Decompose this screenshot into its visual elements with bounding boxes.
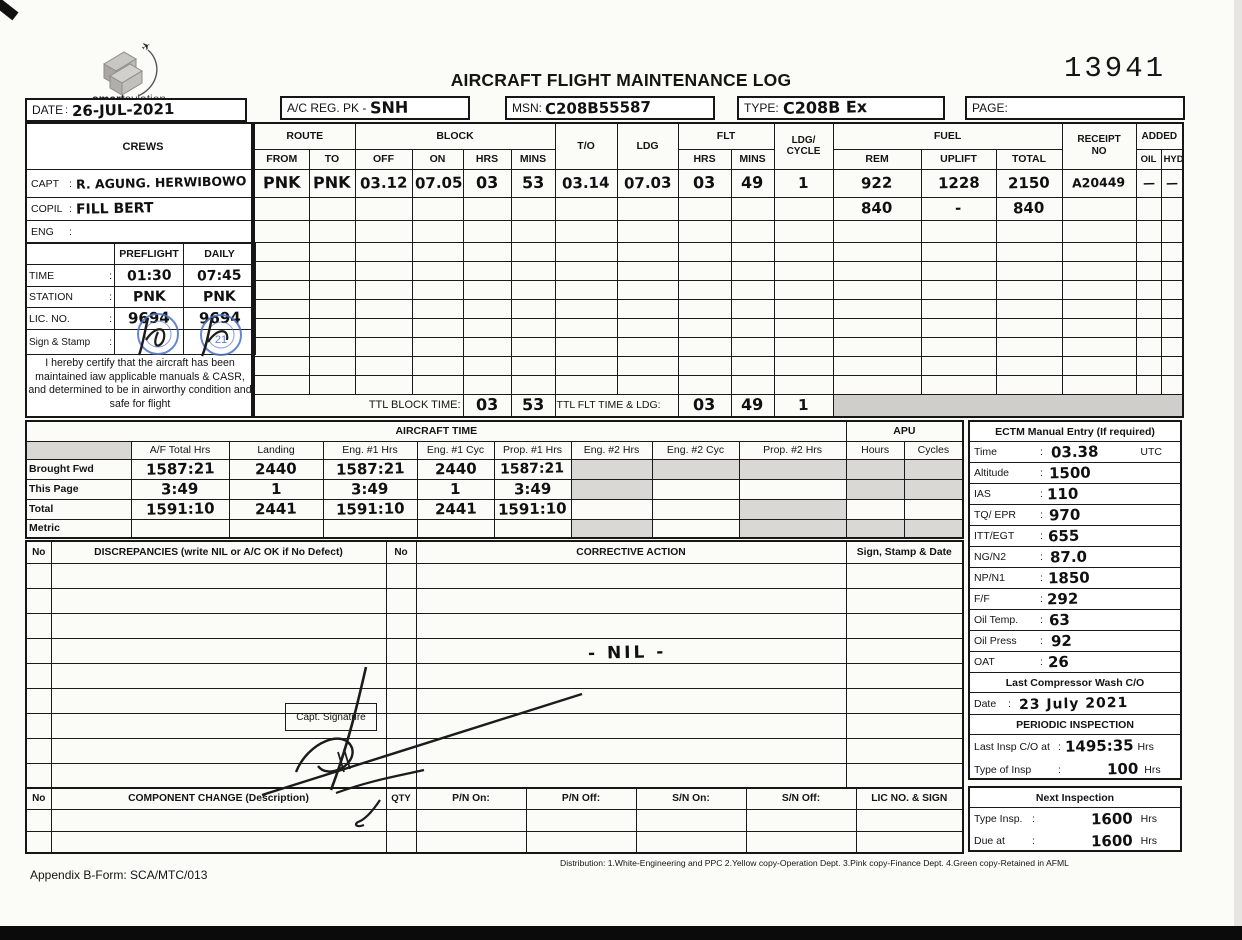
last-insp-row: Last Insp C/O at: 1495:35 Hrs (974, 736, 1154, 756)
brought-fwd-row: Brought Fwd 1587:21 2440 1587:21 2440 15… (25, 458, 964, 480)
flight-grid: ROUTE BLOCK T/O LDG FLT LDG/CYCLE FUEL R… (253, 122, 1185, 418)
discrepancies-table: No DISCREPANCIES (write NIL or A/C OK if… (25, 540, 964, 789)
ttl-row: TTL BLOCK TIME: 03 53 TTL FLT TIME & LDG… (253, 393, 1184, 418)
block-header: BLOCK (354, 122, 556, 150)
type-field: TYPE: C208B Ex (737, 96, 945, 120)
acreg-field: A/C REG. PK - SNH (280, 96, 470, 120)
disc-title-header: DISCREPANCIES (write NIL or A/C OK if No… (50, 540, 387, 564)
msn-field: MSN: C208B55587 (505, 96, 715, 120)
daily-time: 07:45 (197, 267, 242, 284)
crews-panel: CREWS CAPT: R. AGUNG. HERWIBOWO COPIL: F… (25, 122, 256, 418)
ttl-flt-mins: 49 (741, 395, 764, 415)
sign-stamp-date-header: Sign, Stamp & Date (845, 540, 964, 564)
utc-label: UTC (1140, 446, 1162, 458)
corrective-action-header: CORRECTIVE ACTION (415, 540, 847, 564)
due-at-row: Due at: 1600 Hrs (974, 831, 1158, 850)
logo-infinity-icon (103, 51, 143, 96)
sign-stamp-label: Sign & Stamp : (26, 329, 115, 355)
crews-header: CREWS (27, 124, 255, 170)
periodic-inspection-title: PERIODIC INSPECTION (970, 715, 1180, 735)
aircraft-time-table: AIRCRAFT TIME APU A/F Total Hrs Landing … (25, 420, 965, 539)
metric-row: Metric (25, 518, 964, 539)
next-inspection-title: Next Inspection (970, 788, 1180, 808)
preflight-daily-table: PREFLIGHT DAILY TIME : 01:30 07:45 STATI… (26, 243, 256, 355)
page-label: PAGE: (972, 101, 1008, 115)
date-colon: : (65, 104, 69, 116)
apu-title: APU (845, 420, 964, 442)
distribution-note: Distribution: 1.White-Engineering and PP… (560, 858, 1069, 868)
certification-text: I hereby certify that the aircraft has b… (27, 354, 253, 418)
scan-corner-mark (0, 0, 19, 21)
page-title: AIRCRAFT FLIGHT MAINTENANCE LOG (450, 70, 792, 90)
to-header: T/O (554, 122, 618, 170)
wash-date-row: Date: 23 July 2021 (970, 693, 1180, 715)
page-field: PAGE: (965, 96, 1185, 120)
receipt-header: RECEIPT NO (1061, 122, 1137, 170)
ectm-panel: ECTM Manual Entry (If required) Time: 03… (968, 420, 1182, 780)
next-type-row: Type Insp.: 1600 Hrs (974, 809, 1158, 828)
copil-row: COPIL: FILL BERT (27, 198, 255, 221)
date-field: DATE: 26-JUL-2021 (25, 98, 247, 122)
disc-no2-header: No (385, 540, 417, 564)
station-label: STATION : (26, 286, 115, 308)
next-inspection-panel: Next Inspection Type Insp.: 1600 Hrs Due… (968, 786, 1182, 852)
component-title-header: COMPONENT CHANGE (Description) (50, 787, 387, 810)
added-header: ADDED (1135, 122, 1184, 150)
ectm-time-row: Time: 03.38 UTC (970, 442, 1180, 463)
nil-note: - NIL - (587, 642, 667, 664)
flt-header: FLT (677, 122, 775, 150)
lic-no-label: LIC. NO. : (26, 307, 115, 330)
preflight-lic: 9694 (127, 308, 171, 328)
copil-name: FILL BERT (75, 200, 154, 218)
form-serial-number: 13941 (1063, 52, 1166, 85)
daily-col-header: DAILY (183, 243, 256, 265)
date-value: 26-JUL-2021 (71, 99, 175, 120)
component-change-table: No COMPONENT CHANGE (Description) QTY P/… (25, 787, 964, 854)
type-insp-row: Type of Insp: 100 Hrs (974, 759, 1161, 779)
eng-row: ENG: (27, 221, 255, 243)
capt-signature-box: Capt. Signature (285, 703, 377, 731)
ttl-block-hrs: 03 (475, 395, 499, 415)
ectm-title: ECTM Manual Entry (If required) (970, 422, 1180, 442)
type-label: TYPE: (744, 101, 779, 115)
acreg-label: A/C REG. PK - (287, 101, 367, 115)
time-label: TIME : (26, 264, 115, 287)
disc-no1-header: No (25, 540, 52, 564)
ttl-flt-label: TTL FLT TIME & LDG: (554, 393, 679, 418)
total-row: Total 1591:10 2441 1591:10 2441 1591:10 (25, 498, 964, 520)
date-label: DATE (32, 103, 64, 117)
ttl-block-mins: 53 (521, 395, 545, 415)
route-header: ROUTE (253, 122, 356, 150)
this-page-row: This Page 3:49 1 3:49 1 3:49 (25, 478, 964, 500)
preflight-time: 01:30 (126, 267, 172, 284)
ttl-flt-ldg: 1 (798, 395, 809, 414)
compressor-wash-title: Last Compressor Wash C/O (970, 673, 1180, 693)
preflight-station: PNK (132, 288, 166, 306)
acreg-value: SNH (370, 97, 409, 118)
aircraft-time-title: AIRCRAFT TIME (25, 420, 847, 442)
ttl-block-label: TTL BLOCK TIME: (253, 393, 464, 418)
type-value: C208B Ex (782, 97, 868, 118)
smart-aviation-logo: ✈ smartaviation (52, 40, 232, 106)
daily-station: PNK (202, 288, 237, 306)
daily-lic: 9694 (198, 308, 241, 328)
flight-row-1: PNK PNK 03.12 07.05 03 53 03.14 07.03 03… (253, 168, 1184, 198)
ldg-header: LDG (616, 122, 679, 170)
ldg-cycle-header: LDG/CYCLE (773, 122, 834, 170)
msn-value: C208B55587 (544, 97, 652, 118)
scan-right-shadow (1234, 0, 1242, 940)
logo-swoosh (137, 49, 158, 97)
msn-label: MSN: (512, 101, 542, 115)
fuel-header: FUEL (832, 122, 1063, 150)
flight-row-2: 840 - 840 (253, 196, 1184, 221)
scan-bottom-bar (0, 926, 1242, 940)
capt-row: CAPT: R. AGUNG. HERWIBOWO (27, 170, 255, 198)
appendix-form-ref: Appendix B-Form: SCA/MTC/013 (30, 868, 208, 882)
capt-name: R. AGUNG. HERWIBOWO (75, 173, 247, 193)
preflight-col-header: PREFLIGHT (114, 243, 184, 265)
ttl-flt-hrs: 03 (693, 395, 716, 415)
